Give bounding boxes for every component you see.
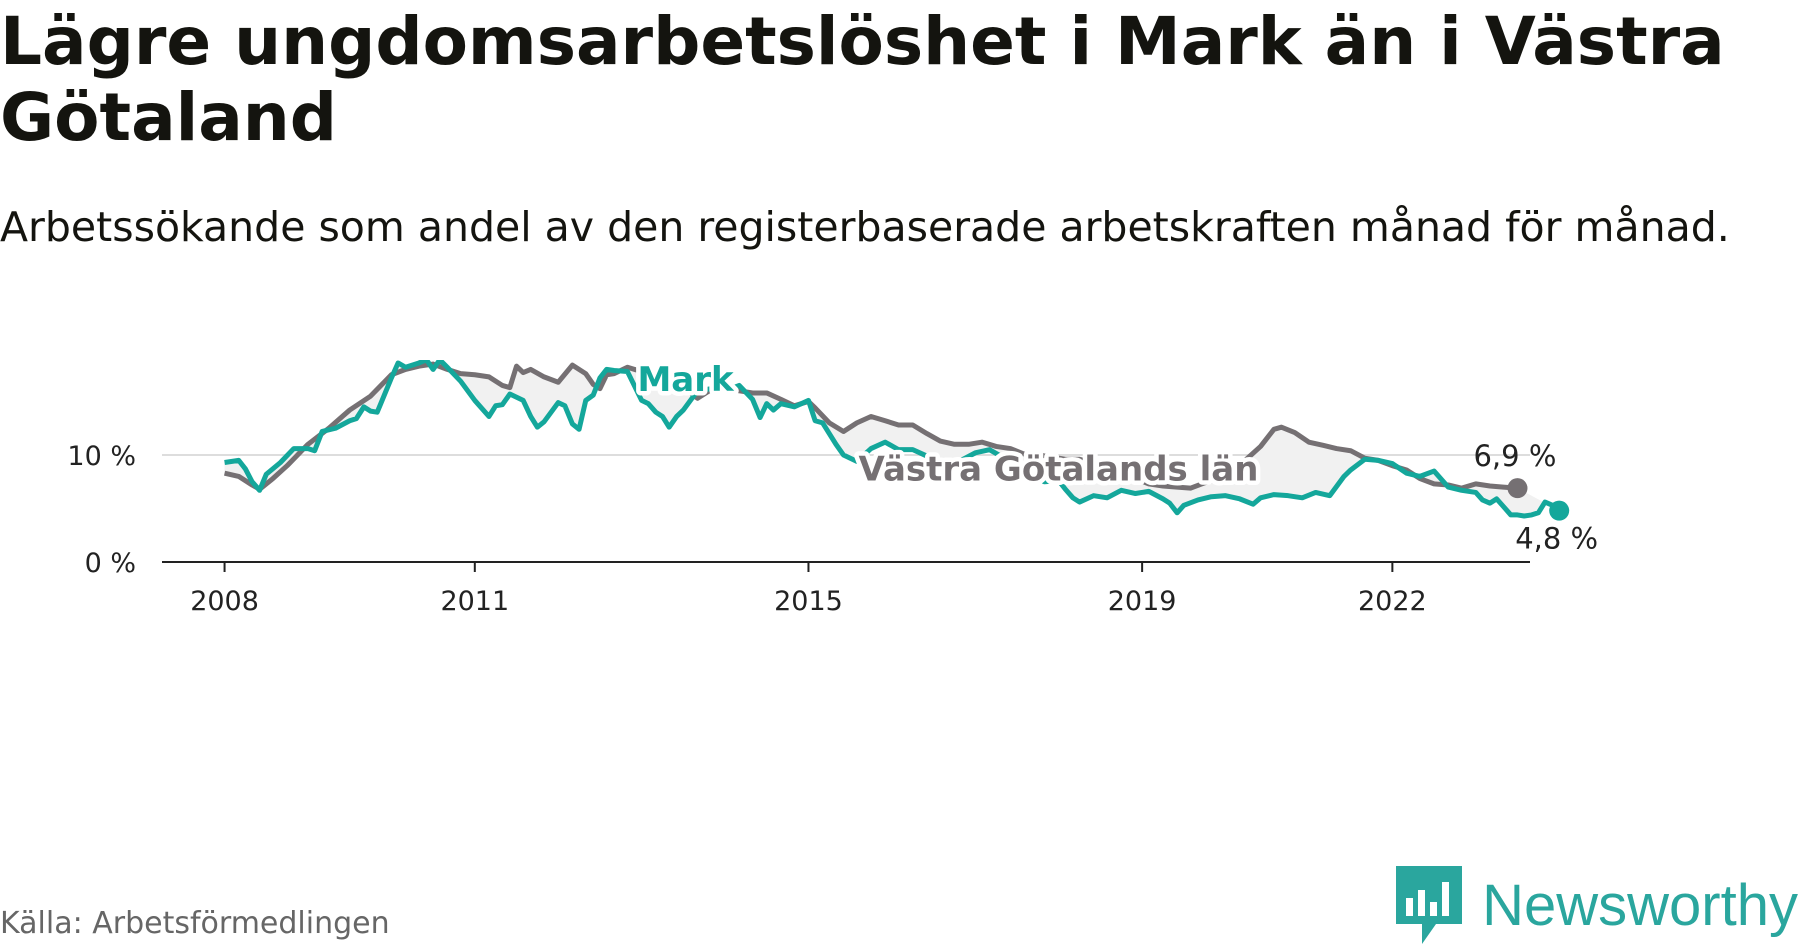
mark-line (224, 360, 1561, 519)
x-tick-label: 2011 (440, 586, 509, 617)
chart-subtitle: Arbetssökande som andel av den registerb… (0, 203, 1730, 251)
mark-series-label: Mark (637, 360, 735, 400)
gap-band-layer (224, 360, 1560, 516)
vastra-gotaland-end-label: 6,9 % (1473, 439, 1556, 473)
mark-end-label: 4,8 % (1515, 522, 1598, 556)
mark-end-point (1549, 500, 1570, 521)
x-tick-label: 2019 (1108, 586, 1177, 617)
series-layer (224, 360, 1570, 521)
brand-name: Newsworthy (1482, 872, 1798, 938)
series-gap-band (224, 360, 1560, 516)
newsworthy-logo-icon (1396, 866, 1463, 944)
brand-logo: Newsworthy (1392, 860, 1798, 950)
vastra-gotaland-line (224, 361, 1518, 492)
y-tick-label: 0 % (85, 548, 136, 579)
y-tick-label: 10 % (67, 441, 136, 472)
page-title: Lägre ungdomsarbetslöshet i Mark än i Vä… (0, 3, 1725, 156)
grid-layer: 0 % 10 % 20 % 2008 2011 2015 2019 2022 (67, 360, 1530, 617)
x-tick-label: 2008 (190, 586, 259, 617)
label-layer: Mark Västra Götalands län 6,9 % 4,8 % (633, 360, 1598, 556)
vastra-gotaland-end-point (1507, 478, 1528, 499)
x-tick-label: 2015 (774, 586, 843, 617)
source-note: Källa: Arbetsförmedlingen (0, 906, 390, 941)
x-tick-label: 2022 (1358, 586, 1427, 617)
line-chart: 0 % 10 % 20 % 2008 2011 2015 2019 2022 Mark Väst… (67, 360, 1598, 617)
y-tick-label: 20 % (67, 360, 136, 365)
vastra-gotaland-series-label: Västra Götalands län (859, 450, 1259, 490)
